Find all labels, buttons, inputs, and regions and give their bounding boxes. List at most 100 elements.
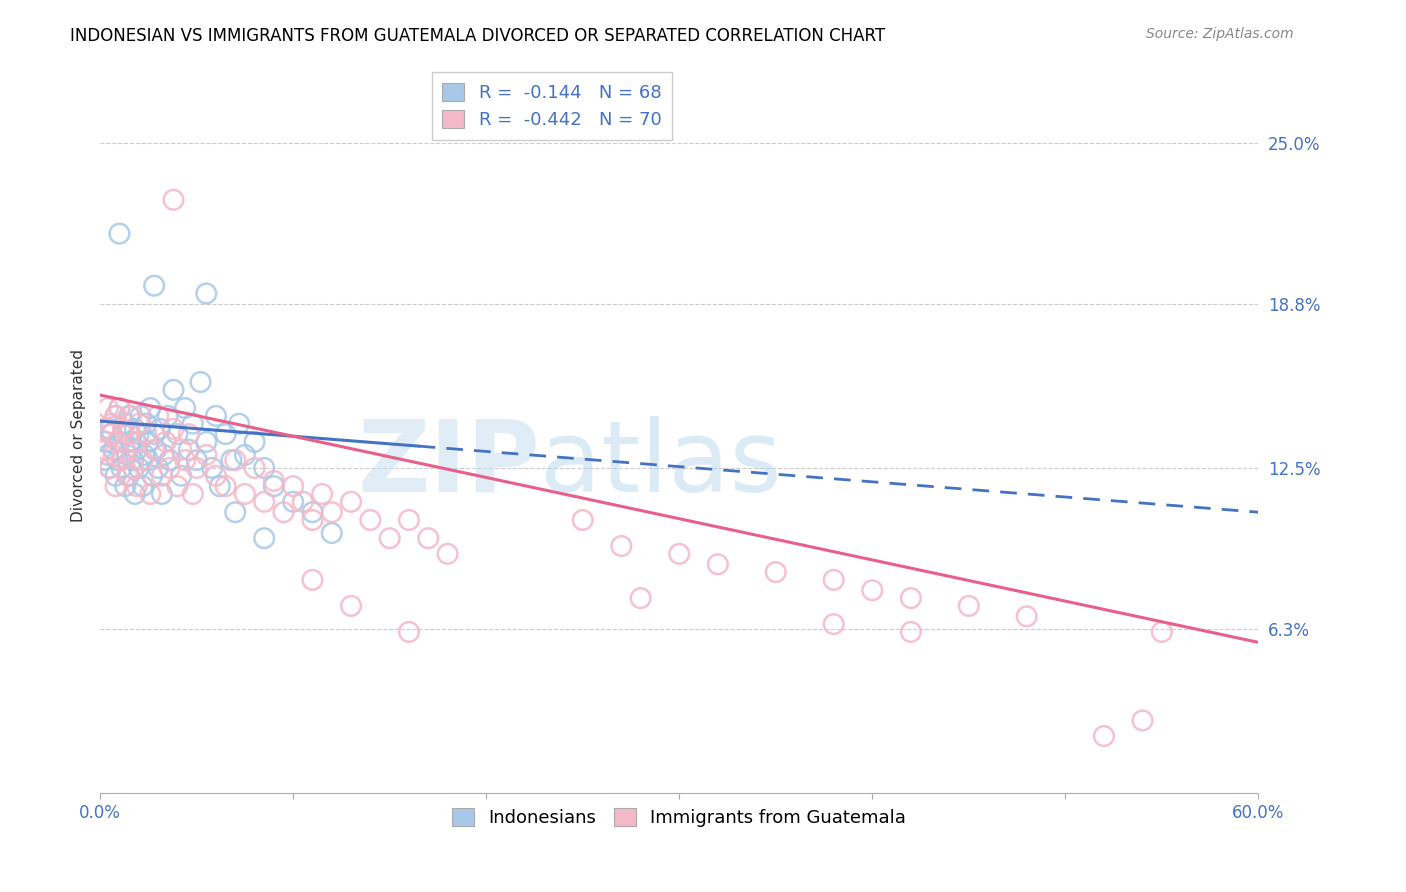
Point [145, 442, 167, 457]
Point [170, 468, 193, 483]
Point [98, 422, 121, 436]
Point [120, 409, 142, 423]
Point [181, 417, 204, 431]
Point [1092, 729, 1115, 743]
Point [398, 513, 420, 527]
Point [162, 383, 184, 397]
Point [93, 453, 115, 467]
Point [301, 505, 323, 519]
Point [263, 479, 285, 493]
Point [301, 513, 323, 527]
Point [159, 461, 181, 475]
Point [115, 448, 138, 462]
Point [214, 479, 236, 493]
Point [115, 468, 138, 483]
Point [177, 442, 200, 457]
Point [418, 531, 440, 545]
Point [170, 442, 193, 457]
Point [141, 468, 163, 483]
Point [122, 453, 145, 467]
Point [707, 558, 730, 572]
Point [98, 461, 121, 475]
Legend: Indonesians, Immigrants from Guatemala: Indonesians, Immigrants from Guatemala [446, 801, 914, 834]
Point [124, 487, 146, 501]
Point [131, 453, 153, 467]
Point [177, 427, 200, 442]
Point [120, 434, 142, 449]
Point [1132, 714, 1154, 728]
Point [112, 427, 135, 442]
Point [162, 422, 184, 436]
Point [97, 448, 120, 462]
Point [135, 417, 157, 431]
Point [104, 468, 127, 483]
Point [150, 468, 173, 483]
Point [138, 434, 160, 449]
Point [150, 487, 173, 501]
Point [224, 505, 246, 519]
Point [900, 624, 922, 639]
Point [174, 453, 197, 467]
Point [125, 442, 148, 457]
Point [436, 547, 458, 561]
Point [263, 474, 285, 488]
Point [205, 468, 228, 483]
Point [122, 461, 145, 475]
Point [94, 442, 117, 457]
Point [224, 453, 246, 467]
Point [195, 448, 218, 462]
Point [128, 427, 150, 442]
Point [253, 531, 276, 545]
Point [104, 479, 127, 493]
Point [135, 427, 157, 442]
Point [129, 409, 152, 423]
Point [243, 461, 266, 475]
Point [125, 479, 148, 493]
Point [118, 427, 141, 442]
Point [571, 513, 593, 527]
Point [104, 409, 127, 423]
Point [398, 624, 420, 639]
Point [155, 434, 177, 449]
Point [98, 461, 121, 475]
Point [668, 547, 690, 561]
Point [107, 434, 129, 449]
Point [128, 417, 150, 431]
Point [98, 427, 121, 442]
Point [823, 573, 845, 587]
Point [1150, 624, 1173, 639]
Point [108, 434, 131, 449]
Point [311, 487, 333, 501]
Point [94, 434, 117, 449]
Point [186, 461, 208, 475]
Point [301, 573, 323, 587]
Point [118, 409, 141, 423]
Point [321, 505, 343, 519]
Point [153, 448, 176, 462]
Point [162, 193, 184, 207]
Point [186, 453, 208, 467]
Y-axis label: Divorced or Separated: Divorced or Separated [72, 349, 86, 522]
Point [97, 401, 120, 415]
Point [110, 453, 132, 467]
Point [205, 409, 228, 423]
Point [108, 227, 131, 241]
Point [378, 531, 401, 545]
Point [93, 422, 115, 436]
Point [243, 434, 266, 449]
Point [143, 442, 166, 457]
Point [1015, 609, 1038, 624]
Point [146, 461, 169, 475]
Point [128, 461, 150, 475]
Text: atlas: atlas [540, 416, 782, 513]
Point [156, 409, 179, 423]
Point [214, 427, 236, 442]
Text: ZIP: ZIP [357, 416, 540, 513]
Point [190, 375, 212, 389]
Point [283, 479, 305, 493]
Point [228, 417, 250, 431]
Point [110, 461, 132, 475]
Point [208, 479, 231, 493]
Point [108, 401, 131, 415]
Point [104, 409, 127, 423]
